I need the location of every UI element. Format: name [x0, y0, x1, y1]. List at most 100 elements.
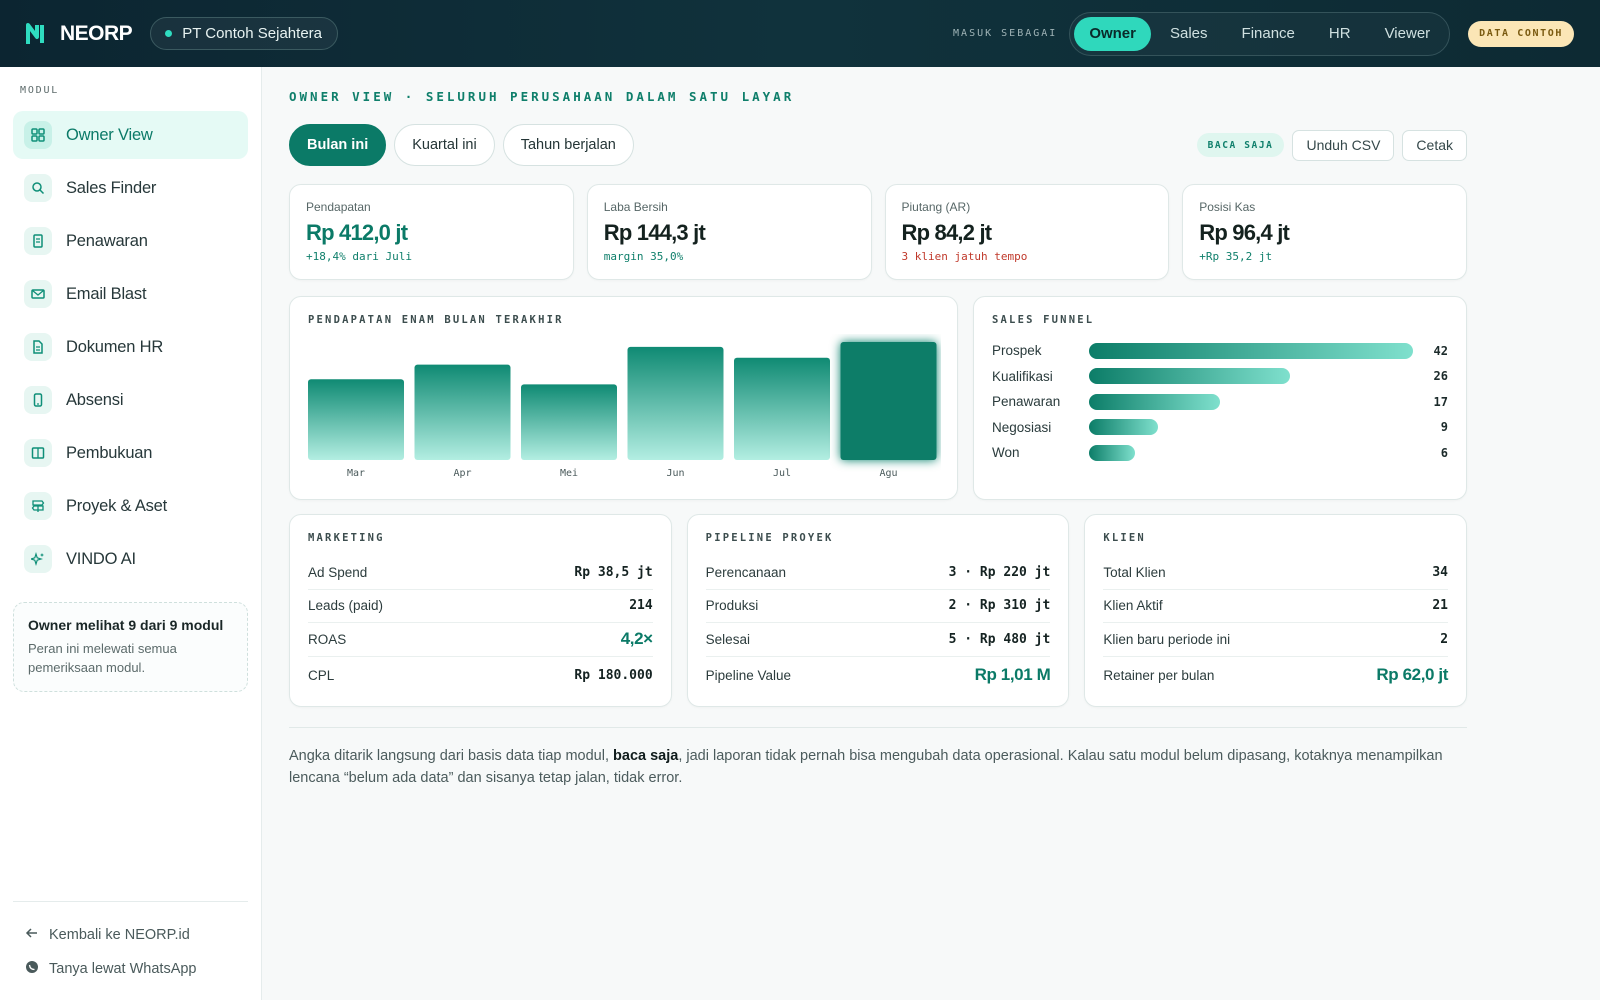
document-icon — [24, 333, 52, 361]
kpi-value: Rp 96,4 jt — [1199, 220, 1290, 245]
row-label: Retainer per bulan — [1103, 667, 1215, 683]
list-item: ROAS 4,2× — [308, 623, 653, 657]
revenue-tick-label: Jun — [666, 468, 684, 479]
list-item: Perencanaan 3 · Rp 220 jt — [705, 556, 1051, 590]
revenue-chart-card: PENDAPATAN ENAM BULAN TERAKHIR Mar Apr Mei… — [289, 296, 958, 500]
funnel-value: 17 — [1433, 394, 1448, 409]
sidebar-item-penawaran[interactable]: Penawaran — [13, 217, 248, 265]
revenue-bar — [521, 384, 617, 460]
company-selector[interactable]: PT Contoh Sejahtera — [150, 17, 338, 50]
footer-text-post: , jadi laporan tidak pernah bisa menguba… — [289, 748, 1443, 786]
row-value: 2 — [1440, 631, 1449, 647]
funnel-label: Negosiasi — [992, 419, 1052, 435]
revenue-tick-label: Mei — [560, 468, 578, 479]
kpi-label: Pendapatan — [306, 200, 371, 214]
role-owner[interactable]: Owner — [1074, 16, 1151, 51]
whatsapp-link[interactable]: Tanya lewat WhatsApp — [13, 952, 248, 986]
sidebar-item-absensi[interactable]: Absensi — [13, 376, 248, 424]
period-year-to-date[interactable]: Tahun berjalan — [502, 124, 634, 166]
list-item: Total Klien 34 — [1103, 556, 1449, 590]
sidebar-item-proyek-aset[interactable]: Proyek & Aset — [13, 482, 248, 530]
sidebar-item-label: Email Blast — [66, 284, 147, 303]
kpi-row: Pendapatan Rp 412,0 jt +18,4% dari Juli … — [289, 184, 1467, 280]
period-this-month[interactable]: Bulan ini — [289, 124, 387, 166]
funnel-rows: Prospek 42 Kualifikasi 26 Penawaran 17 Negosia… — [992, 338, 1448, 466]
kpi-label: Posisi Kas — [1199, 200, 1256, 214]
role-finance[interactable]: Finance — [1241, 25, 1295, 42]
row-value: Rp 38,5 jt — [574, 564, 653, 580]
sidebar-item-owner-view[interactable]: Owner View — [13, 111, 248, 159]
sidebar-item-email-blast[interactable]: Email Blast — [13, 270, 248, 318]
clients-card: KLIEN Total Klien 34 Klien Aktif 21 Klien … — [1084, 514, 1468, 707]
row-label: Klien Aktif — [1103, 598, 1163, 614]
kpi-revenue: Pendapatan Rp 412,0 jt +18,4% dari Juli — [289, 184, 574, 280]
whatsapp-icon — [25, 960, 39, 978]
revenue-bar — [308, 379, 404, 460]
list-item: CPL Rp 180.000 — [308, 657, 653, 694]
funnel-bar — [1089, 393, 1221, 410]
divider — [289, 727, 1467, 728]
page-title: OWNER VIEW · SELURUH PERUSAHAAN DALAM SA… — [289, 89, 795, 104]
row-value: Rp 62,0 jt — [1376, 665, 1449, 684]
row-label: Klien baru periode ini — [1103, 631, 1231, 647]
revenue-chart-title: PENDAPATAN ENAM BULAN TERAKHIR — [308, 314, 564, 326]
sidebar-item-sales-finder[interactable]: Sales Finder — [13, 164, 248, 212]
sidebar-item-label: Sales Finder — [66, 178, 157, 197]
role-sales[interactable]: Sales — [1170, 25, 1208, 42]
funnel-value: 42 — [1433, 343, 1448, 358]
back-to-site-link[interactable]: Kembali ke NEORP.id — [13, 918, 248, 952]
sidebar-item-label: Pembukuan — [66, 443, 153, 462]
clients-title: KLIEN — [1103, 532, 1146, 544]
sidebar-item-label: Penawaran — [66, 231, 148, 250]
top-bar: NEORP PT Contoh Sejahtera MASUK SEBAGAI … — [0, 0, 1600, 67]
funnel-value: 6 — [1440, 445, 1448, 460]
sidebar-title: MODUL — [20, 85, 60, 96]
revenue-tick-label: Agu — [879, 468, 897, 479]
sales-funnel-card: SALES FUNNEL Prospek 42 Kualifikasi 26 Penaw… — [973, 296, 1467, 500]
sidebar-item-vindo-ai[interactable]: VINDO AI — [13, 535, 248, 583]
brand-name: NEORP — [60, 21, 133, 45]
download-csv-button[interactable]: Unduh CSV — [1292, 129, 1395, 161]
row-label: Pipeline Value — [705, 667, 791, 683]
role-viewer[interactable]: Viewer — [1384, 25, 1431, 42]
sidebar-item-dokumen-hr[interactable]: Dokumen HR — [13, 323, 248, 371]
marketing-title: MARKETING — [308, 532, 385, 544]
kpi-sub: +18,4% dari Juli — [306, 250, 412, 263]
funnel-label: Won — [992, 445, 1020, 461]
kpi-cash-position: Posisi Kas Rp 96,4 jt +Rp 35,2 jt — [1182, 184, 1467, 280]
row-value: Rp 1,01 M — [974, 665, 1051, 684]
row-label: Produksi — [705, 598, 759, 614]
pipeline-card: PIPELINE PROYEK Perencanaan 3 · Rp 220 jt… — [686, 514, 1070, 707]
list-item: Pipeline Value Rp 1,01 M — [706, 657, 1051, 694]
sidebar-item-pembukuan[interactable]: Pembukuan — [13, 429, 248, 477]
row-value: 34 — [1432, 564, 1449, 580]
read-only-badge: BACA SAJA — [1196, 133, 1285, 157]
sidebar-item-label: Owner View — [66, 125, 153, 144]
kpi-net-profit: Laba Bersih Rp 144,3 jt margin 35,0% — [586, 184, 872, 280]
funnel-value: 9 — [1440, 420, 1448, 435]
sparkle-icon — [24, 545, 52, 573]
search-icon — [24, 174, 52, 202]
period-this-quarter[interactable]: Kuartal ini — [394, 124, 495, 166]
funnel-bar — [1089, 368, 1290, 385]
row-value: 4,2× — [620, 629, 653, 649]
funnel-value: 26 — [1433, 369, 1448, 384]
brand-logo[interactable]: NEORP — [26, 21, 133, 46]
print-button[interactable]: Cetak — [1402, 129, 1467, 161]
row-label: Selesai — [705, 631, 750, 647]
pipeline-title: PIPELINE PROYEK — [705, 532, 834, 544]
role-hr[interactable]: HR — [1328, 25, 1351, 42]
kpi-label: Piutang (AR) — [901, 200, 971, 214]
footer-text-bold: baca saja — [613, 748, 679, 764]
list-item: Klien baru periode ini 2 — [1103, 623, 1449, 657]
revenue-tick-label: Apr — [453, 468, 471, 479]
revenue-tick-label: Jul — [773, 468, 791, 479]
funnel-row: Penawaran 17 — [992, 389, 1448, 415]
whatsapp-link-label: Tanya lewat WhatsApp — [49, 961, 197, 977]
list-item: Selesai 5 · Rp 480 jt — [705, 623, 1051, 657]
signpost-icon — [24, 492, 52, 520]
kpi-value: Rp 84,2 jt — [901, 220, 993, 245]
funnel-row: Kualifikasi 26 — [992, 364, 1448, 390]
funnel-row: Negosiasi 9 — [992, 415, 1448, 441]
row-value: 5 · Rp 480 jt — [948, 631, 1051, 647]
